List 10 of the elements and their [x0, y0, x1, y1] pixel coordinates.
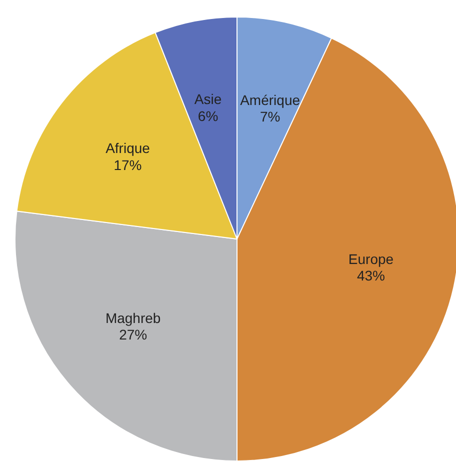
- slice-label: Amérique: [240, 92, 300, 108]
- slice-label: Maghreb: [105, 310, 161, 326]
- slice-label: Asie: [194, 90, 222, 107]
- data-label: 6%: [198, 108, 218, 124]
- slice-label: Europe: [348, 250, 394, 267]
- data-label: 27%: [119, 326, 148, 343]
- data-label: 7%: [260, 108, 280, 125]
- slice-label: Afrique: [106, 140, 150, 156]
- data-label: 43%: [356, 268, 386, 284]
- data-label: 17%: [114, 156, 142, 173]
